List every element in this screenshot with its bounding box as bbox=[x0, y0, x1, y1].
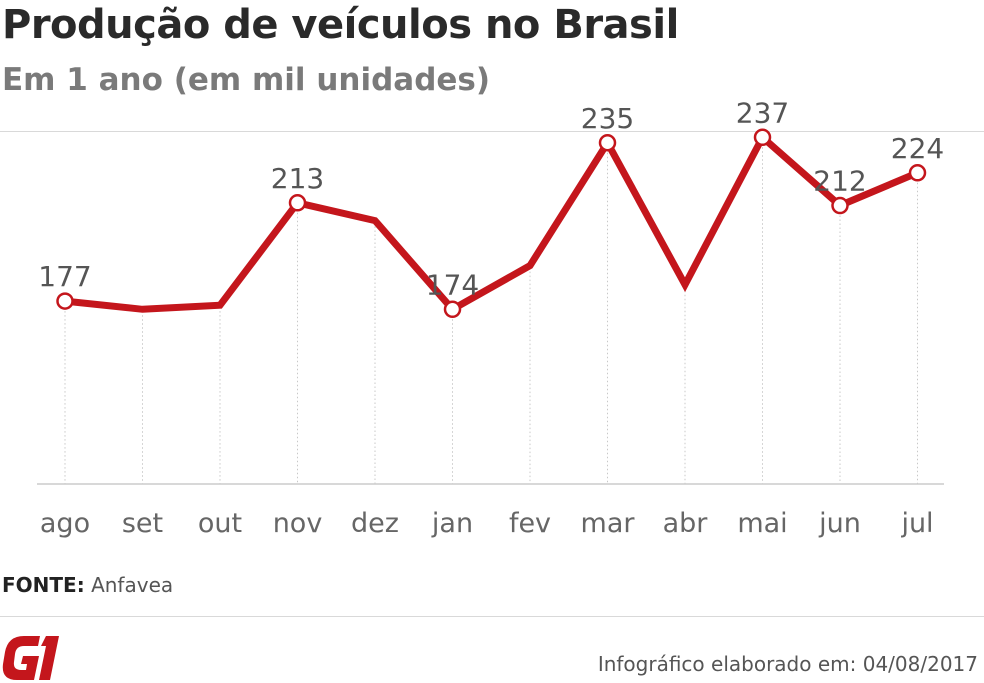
data-markers bbox=[56, 128, 927, 319]
source-line: FONTE: Anfavea bbox=[2, 573, 173, 597]
data-point-nov bbox=[288, 194, 307, 212]
data-point-jan bbox=[443, 300, 462, 319]
x-tick-label-jun: jun bbox=[818, 508, 861, 539]
chart-title: Produção de veículos no Brasil bbox=[2, 2, 679, 48]
x-tick-label-nov: nov bbox=[273, 508, 323, 539]
x-tick-label-jul: jul bbox=[900, 508, 933, 539]
x-tick-label-mar: mar bbox=[581, 508, 636, 539]
gridlines bbox=[64, 143, 918, 484]
g1-logo-g-glyph bbox=[2, 636, 40, 680]
source-label: FONTE: bbox=[2, 573, 85, 597]
x-tick-label-mai: mai bbox=[737, 508, 787, 539]
x-tick-label-ago: ago bbox=[40, 508, 90, 539]
x-tick-label-dez: dez bbox=[351, 508, 399, 539]
source-value: Anfavea bbox=[91, 573, 174, 597]
series-line bbox=[64, 131, 919, 314]
data-label-nov: 213 bbox=[271, 162, 324, 195]
data-label-jan: 174 bbox=[426, 268, 479, 301]
data-label-jun: 212 bbox=[813, 165, 866, 198]
x-tick-labels: ago set out nov dez jan fev mar abr mai jun jul bbox=[40, 508, 934, 539]
data-labels: 177 213 174 235 237 212 224 bbox=[38, 96, 944, 301]
data-point-jun bbox=[831, 196, 849, 215]
data-point-ago bbox=[56, 292, 74, 310]
data-label-mai: 237 bbox=[736, 96, 789, 129]
line-chart: ago set out nov dez jan fev mar abr mai jun jul 177… bbox=[37, 96, 944, 539]
bottom-divider bbox=[0, 616, 984, 617]
data-point-jul bbox=[908, 164, 927, 182]
x-tick-label-out: out bbox=[198, 508, 242, 539]
data-point-mai bbox=[753, 128, 772, 147]
footer-date-note: Infográfico elaborado em: 04/08/2017 bbox=[597, 652, 978, 676]
data-label-jul: 224 bbox=[891, 132, 944, 165]
data-label-ago: 177 bbox=[38, 260, 91, 293]
chart-subtitle: Em 1 ano (em mil unidades) bbox=[2, 62, 491, 98]
g1-logo: G1 bbox=[2, 636, 59, 680]
g1-logo-1-glyph bbox=[39, 636, 59, 680]
x-tick-label-fev: fev bbox=[509, 508, 551, 539]
x-tick-label-abr: abr bbox=[663, 508, 709, 539]
data-point-mar bbox=[598, 134, 617, 152]
data-label-mar: 235 bbox=[581, 102, 634, 135]
x-tick-label-jan: jan bbox=[431, 508, 473, 539]
x-tick-label-set: set bbox=[122, 508, 163, 539]
top-divider bbox=[0, 131, 984, 132]
